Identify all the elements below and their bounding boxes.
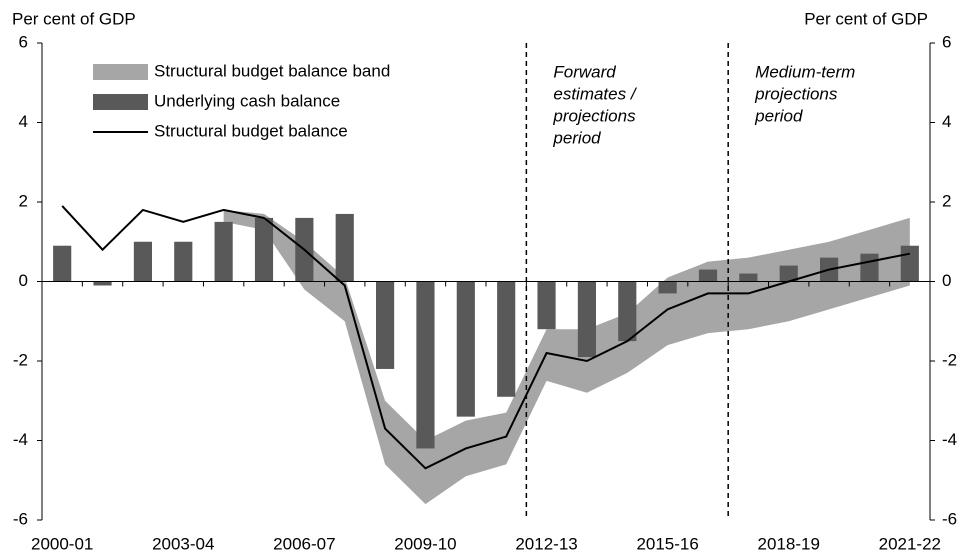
y-tick-label: 0 xyxy=(19,271,28,290)
y2-tick-label: -4 xyxy=(942,430,957,449)
y-tick-label: -6 xyxy=(13,509,28,528)
y2-tick-label: 6 xyxy=(942,32,951,51)
y2-tick-label: -6 xyxy=(942,509,957,528)
legend-swatch xyxy=(93,94,148,110)
bar xyxy=(698,269,718,282)
annotation: period xyxy=(552,128,601,147)
x-tick-label: 2015-16 xyxy=(636,534,698,553)
bar xyxy=(658,281,677,294)
legend-label: Structural budget balance xyxy=(154,121,348,140)
annotation: projections xyxy=(552,106,636,125)
bar xyxy=(335,213,354,282)
y-tick-label: 2 xyxy=(19,191,28,210)
bar xyxy=(93,281,112,286)
bar xyxy=(133,241,152,282)
x-tick-label: 2018-19 xyxy=(758,534,820,553)
x-tick-label: 2000-01 xyxy=(31,534,93,553)
bar xyxy=(618,281,637,342)
bar xyxy=(537,281,556,330)
line xyxy=(61,205,911,470)
bar xyxy=(254,217,274,282)
bar xyxy=(900,245,919,282)
y-tick-label: -2 xyxy=(13,350,28,369)
y2-axis-label: Per cent of GDP xyxy=(804,9,928,28)
bar xyxy=(214,221,233,282)
bar xyxy=(53,245,72,282)
annotation: Forward xyxy=(553,62,616,81)
annotation: estimates / xyxy=(553,84,637,103)
bar xyxy=(376,281,395,369)
x-tick-label: 2006-07 xyxy=(273,534,335,553)
annotation: projections xyxy=(754,84,838,103)
x-tick-label: 2009-10 xyxy=(394,534,456,553)
y-tick-label: 4 xyxy=(19,112,28,131)
legend-label: Structural budget balance band xyxy=(154,61,390,80)
bar xyxy=(577,281,596,358)
legend-swatch xyxy=(93,64,148,80)
bar xyxy=(860,253,879,282)
y2-tick-label: 2 xyxy=(942,191,951,210)
bar xyxy=(174,241,193,282)
y-tick-label: -4 xyxy=(13,430,28,449)
x-tick-label: 2021-22 xyxy=(879,534,941,553)
bar xyxy=(456,281,475,417)
x-tick-label: 2003-04 xyxy=(152,534,214,553)
annotation: period xyxy=(754,106,803,125)
legend-label: Underlying cash balance xyxy=(154,91,340,110)
y2-tick-label: 4 xyxy=(942,112,951,131)
bar xyxy=(739,273,758,282)
y-axis-label: Per cent of GDP xyxy=(12,9,136,28)
annotation: Medium-term xyxy=(755,62,855,81)
bar xyxy=(416,281,435,449)
y-tick-label: 6 xyxy=(19,32,28,51)
bar xyxy=(779,265,798,282)
y2-tick-label: -2 xyxy=(942,350,957,369)
bar xyxy=(497,281,516,397)
x-tick-label: 2012-13 xyxy=(515,534,577,553)
y2-tick-label: 0 xyxy=(942,271,951,290)
